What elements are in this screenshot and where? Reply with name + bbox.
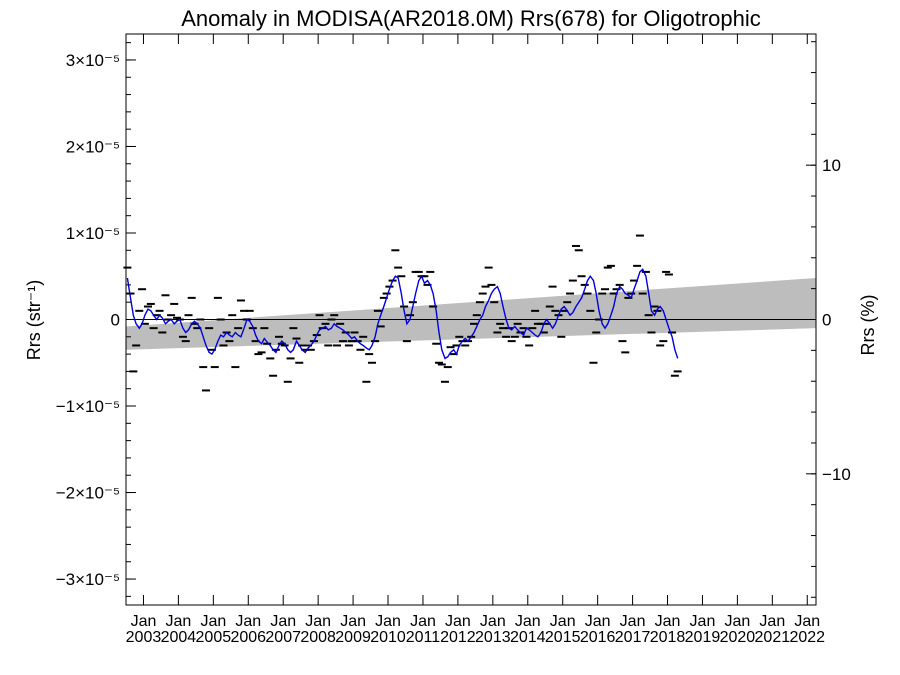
x-tick-year-label: 2014 [510, 629, 546, 646]
x-tick-year-label: 2007 [265, 629, 301, 646]
right-tick-label: 0 [822, 311, 831, 330]
x-tick-year-label: 2015 [545, 629, 581, 646]
left-tick-label: 0 [111, 311, 120, 330]
x-tick-month-label: Jan [375, 613, 401, 630]
x-tick-year-label: 2009 [335, 629, 371, 646]
right-axis-ticks: 10 0 −10 [806, 41, 851, 598]
x-tick-year-label: 2017 [615, 629, 651, 646]
x-tick-year-label: 2013 [475, 629, 511, 646]
x-tick-month-label: Jan [340, 613, 366, 630]
x-tick-month-label: Jan [166, 613, 192, 630]
x-tick-year-label: 2020 [720, 629, 756, 646]
x-tick-month-label: Jan [759, 613, 785, 630]
x-axis-ticks: Jan2003Jan2004Jan2005Jan2006Jan2007Jan20… [126, 34, 825, 646]
left-tick-label: −2×10⁻⁵ [56, 484, 120, 503]
x-tick-year-label: 2011 [406, 629, 441, 646]
x-tick-month-label: Jan [200, 613, 226, 630]
right-tick-label: 10 [822, 156, 841, 175]
left-tick-label: 2×10⁻⁵ [66, 137, 120, 156]
x-tick-year-label: 2021 [755, 629, 791, 646]
trend-confidence-band [126, 277, 816, 350]
x-tick-month-label: Jan [620, 613, 646, 630]
left-tick-label: −3×10⁻⁵ [56, 570, 120, 589]
x-tick-year-label: 2005 [196, 629, 232, 646]
x-tick-year-label: 2018 [650, 629, 686, 646]
x-tick-year-label: 2016 [580, 629, 616, 646]
x-tick-month-label: Jan [550, 613, 576, 630]
x-tick-year-label: 2022 [789, 629, 825, 646]
x-tick-year-label: 2019 [685, 629, 721, 646]
x-tick-month-label: Jan [690, 613, 716, 630]
left-axis-ticks: 3×10⁻⁵ 2×10⁻⁵ 1×10⁻⁵ 0 −1×10⁻⁵ −2×10⁻⁵ −3×10⁻⁵ [56, 42, 136, 597]
x-tick-month-label: Jan [305, 613, 331, 630]
x-tick-month-label: Jan [794, 613, 820, 630]
x-tick-year-label: 2004 [161, 629, 197, 646]
x-tick-month-label: Jan [585, 613, 611, 630]
left-tick-label: 3×10⁻⁵ [66, 51, 120, 70]
x-tick-month-label: Jan [655, 613, 681, 630]
left-tick-label: −1×10⁻⁵ [56, 397, 120, 416]
x-tick-year-label: 2010 [370, 629, 406, 646]
x-tick-year-label: 2008 [300, 629, 336, 646]
x-tick-year-label: 2006 [230, 629, 266, 646]
y-axis-left-label: Rrs (str⁻¹) [24, 280, 44, 360]
x-tick-year-label: 2012 [440, 629, 476, 646]
x-tick-month-label: Jan [724, 613, 750, 630]
x-tick-year-label: 2003 [126, 629, 162, 646]
y-axis-right-label: Rrs (%) [858, 295, 878, 356]
x-tick-month-label: Jan [131, 613, 157, 630]
smoothed-series-line [126, 268, 679, 360]
plot-area [123, 234, 816, 392]
x-tick-month-label: Jan [515, 613, 541, 630]
x-tick-month-label: Jan [480, 613, 506, 630]
chart-title: Anomaly in MODISA(AR2018.0M) Rrs(678) fo… [181, 6, 761, 31]
x-tick-month-label: Jan [445, 613, 471, 630]
x-tick-month-label: Jan [270, 613, 296, 630]
x-tick-month-label: Jan [235, 613, 261, 630]
right-tick-label: −10 [822, 465, 851, 484]
left-tick-label: 1×10⁻⁵ [66, 224, 120, 243]
x-tick-month-label: Jan [410, 613, 436, 630]
